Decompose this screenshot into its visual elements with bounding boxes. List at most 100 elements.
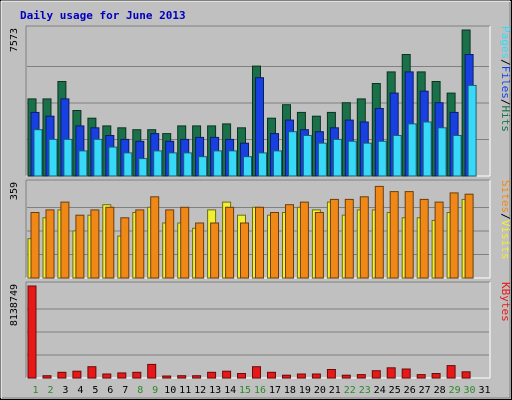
x-tick-label-25: 25 [389, 385, 401, 396]
visitors-sites-bar-20 [314, 212, 324, 279]
visitors-sites-bar-16 [255, 206, 264, 279]
chart-title: Daily usage for June 2013 [20, 9, 186, 22]
usage-pages-bar-22 [347, 140, 357, 177]
usage-pages-bar-23 [362, 142, 372, 177]
transfer-kbytes-bar-14 [222, 370, 232, 379]
x-tick-label-13: 13 [209, 385, 221, 396]
transfer-panel: 8138749 KBytes [9, 281, 512, 379]
transfer-kbytes-bar-28 [431, 373, 441, 379]
usage-legend-item: Hits [499, 106, 512, 133]
usage-pages-bar-2 [48, 138, 58, 177]
x-tick-label-15: 15 [239, 385, 251, 396]
x-tick-label-19: 19 [299, 385, 311, 396]
usage-pages-bar-15 [243, 156, 252, 177]
transfer-kbytes-bar-15 [237, 373, 246, 379]
x-tick-label-20: 20 [314, 385, 326, 396]
usage-pages-bar-16 [258, 152, 267, 177]
x-tick-label-12: 12 [194, 385, 206, 396]
x-tick-label-5: 5 [92, 385, 98, 396]
usage-pages-bar-24 [377, 140, 387, 177]
usage-pages-bar-13 [213, 150, 223, 177]
visitors-panel: 359 Sites/Visits [9, 179, 512, 279]
transfer-kbytes-bar-19 [296, 373, 306, 379]
visitors-sites-bar-13 [210, 222, 220, 279]
x-tick-label-30: 30 [463, 385, 475, 396]
usage-pages-bar-19 [302, 135, 312, 177]
visitors-sites-bar-10 [165, 209, 175, 279]
transfer-ymax-label: 8138749 [9, 284, 20, 326]
usage-legend: Pages/Files/Hits [499, 26, 512, 132]
transfer-kbytes-bar-23 [356, 374, 366, 379]
visitors-bars [27, 185, 474, 279]
visitors-legend-item: / [499, 213, 512, 220]
usage-pages-bar-12 [198, 156, 208, 177]
transfer-kbytes-bar-2 [42, 375, 52, 379]
transfer-kbytes-bar-4 [72, 370, 82, 379]
usage-pages-bar-9 [153, 150, 163, 177]
transfer-legend: KBytes [499, 282, 512, 322]
visitors-legend: Sites/Visits [499, 180, 512, 260]
usage-legend-item: / [499, 59, 512, 66]
usage-pages-bar-27 [422, 121, 432, 177]
transfer-plot-area [26, 282, 490, 378]
usage-pages-bar-3 [63, 138, 73, 177]
x-tick-label-28: 28 [434, 385, 446, 396]
transfer-kbytes-bar-27 [416, 374, 426, 379]
transfer-kbytes-bar-21 [326, 369, 336, 379]
transfer-kbytes-bar-3 [57, 371, 67, 379]
x-tick-label-4: 4 [77, 385, 83, 396]
visitors-sites-bar-5 [90, 209, 100, 279]
usage-pages-bar-1 [33, 129, 43, 177]
transfer-kbytes-bar-1 [27, 285, 37, 379]
visitors-sites-bar-21 [329, 198, 339, 279]
visitors-sites-bar-18 [285, 204, 294, 279]
visitors-sites-bar-19 [299, 201, 309, 279]
x-tick-label-23: 23 [359, 385, 371, 396]
visitors-sites-bar-30 [464, 193, 474, 279]
usage-pages-bar-14 [228, 150, 238, 177]
usage-pages-bar-8 [138, 158, 148, 177]
visitors-sites-bar-26 [404, 191, 414, 279]
usage-pages-bar-21 [332, 138, 342, 177]
transfer-kbytes-bar-6 [102, 373, 112, 379]
visitors-sites-bar-28 [434, 201, 444, 279]
transfer-kbytes-bar-18 [282, 374, 291, 379]
usage-pages-bar-30 [467, 84, 477, 177]
visitors-sites-bar-2 [45, 209, 55, 279]
transfer-kbytes-bar-5 [87, 366, 97, 379]
visitors-sites-bar-9 [150, 196, 160, 279]
x-tick-label-10: 10 [164, 385, 176, 396]
x-tick-label-18: 18 [284, 385, 296, 396]
transfer-kbytes-bar-10 [162, 375, 172, 379]
x-tick-label-27: 27 [419, 385, 431, 396]
visitors-legend-item: Sites [499, 180, 512, 213]
x-tick-label-21: 21 [329, 385, 341, 396]
usage-legend-item: / [499, 99, 512, 106]
usage-pages-bar-25 [392, 135, 402, 177]
transfer-kbytes-bar-7 [117, 372, 127, 379]
visitors-legend-item: Visits [499, 220, 512, 260]
visitors-sites-bar-11 [180, 206, 190, 279]
transfer-bars [27, 285, 471, 379]
visitors-sites-bar-6 [105, 206, 115, 279]
visitors-sites-bar-17 [270, 212, 279, 279]
visitors-ymax-label: 359 [9, 182, 20, 200]
visitors-sites-bar-4 [75, 214, 85, 279]
usage-pages-bar-20 [317, 142, 327, 177]
transfer-kbytes-bar-12 [192, 375, 202, 379]
transfer-kbytes-bar-20 [311, 373, 321, 379]
usage-pages-bar-7 [123, 152, 133, 177]
transfer-kbytes-bar-11 [177, 375, 187, 379]
transfer-kbytes-bar-13 [207, 371, 217, 379]
usage-pages-bar-17 [273, 150, 282, 177]
visitors-sites-bar-1 [30, 212, 40, 279]
visitors-sites-bar-8 [135, 209, 145, 279]
visitors-sites-bar-27 [419, 198, 429, 279]
visitors-sites-bar-7 [120, 217, 130, 279]
visitors-sites-bar-22 [344, 198, 354, 279]
x-tick-label-8: 8 [137, 385, 143, 396]
x-tick-label-29: 29 [449, 385, 461, 396]
